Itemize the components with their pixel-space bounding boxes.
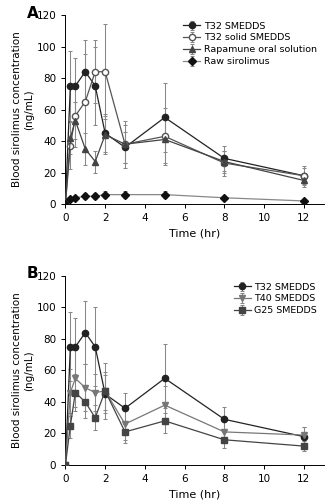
Text: B: B (27, 266, 38, 281)
Y-axis label: Blood sirolimus concentration
(ng/mL): Blood sirolimus concentration (ng/mL) (12, 292, 34, 448)
X-axis label: Time (hr): Time (hr) (169, 490, 220, 500)
Y-axis label: Blood sirolimus concentration
(ng/mL): Blood sirolimus concentration (ng/mL) (12, 32, 34, 188)
Text: A: A (27, 6, 38, 20)
Legend: T32 SMEDDS, T40 SMEDDS, G25 SMEDDS: T32 SMEDDS, T40 SMEDDS, G25 SMEDDS (232, 280, 319, 317)
X-axis label: Time (hr): Time (hr) (169, 228, 220, 238)
Legend: T32 SMEDDS, T32 solid SMEDDS, Rapamune oral solution, Raw sirolimus: T32 SMEDDS, T32 solid SMEDDS, Rapamune o… (181, 20, 319, 68)
